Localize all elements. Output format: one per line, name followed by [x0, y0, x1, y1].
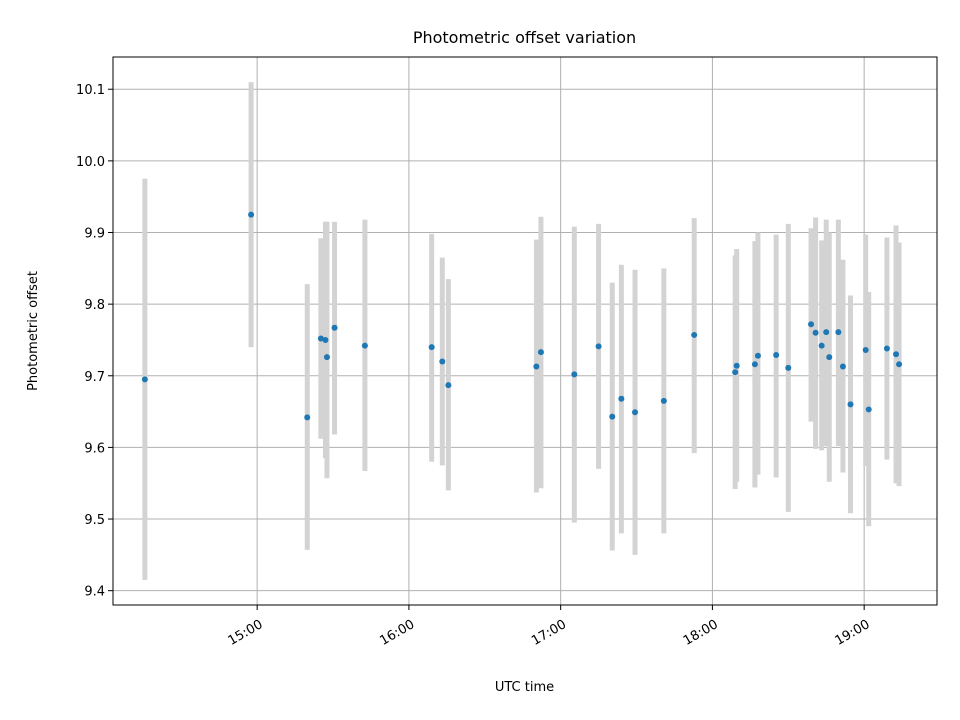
data-point	[141, 376, 148, 383]
data-point	[618, 395, 625, 402]
x-axis-label: UTC time	[495, 680, 554, 695]
data-point	[818, 342, 825, 349]
y-tick-label: 9.8	[84, 298, 105, 313]
data-point	[812, 329, 819, 336]
data-point	[322, 336, 329, 343]
y-axis-label: Photometric offset	[26, 271, 41, 391]
data-point	[361, 342, 368, 349]
data-point	[323, 354, 330, 361]
y-tick-label: 10.0	[76, 155, 105, 170]
plot-frame	[112, 56, 938, 606]
data-point	[691, 331, 698, 338]
data-point	[847, 401, 854, 408]
data-point	[609, 413, 616, 420]
grid	[113, 57, 937, 605]
data-point	[865, 406, 872, 413]
data-point	[862, 346, 869, 353]
data-point	[839, 363, 846, 370]
data-point	[754, 352, 761, 359]
data-point	[248, 211, 255, 218]
data-point	[823, 329, 830, 336]
y-tick-label: 9.9	[84, 227, 105, 242]
data-point	[533, 363, 540, 370]
y-tick-label: 9.5	[84, 513, 105, 528]
data-point	[445, 382, 452, 389]
data-point	[439, 358, 446, 365]
data-point	[732, 369, 739, 376]
y-tick-label: 9.7	[84, 370, 105, 385]
y-tick-label: 10.1	[76, 83, 105, 98]
y-tick-label: 9.4	[84, 585, 105, 600]
data-point	[733, 362, 740, 369]
data-point	[317, 335, 324, 342]
data-point	[893, 351, 900, 358]
y-axis-ticks: 9.4 9.5 9.6 9.7 9.8 9.9 10.0 10.1	[76, 83, 113, 600]
data-point	[826, 354, 833, 361]
data-point	[835, 329, 842, 336]
data-point	[537, 349, 544, 356]
data-point	[751, 361, 758, 368]
data-point	[785, 364, 792, 371]
data-point	[571, 371, 578, 378]
data-point	[660, 397, 667, 404]
data-point	[773, 351, 780, 358]
data-point	[304, 414, 311, 421]
data-point	[808, 321, 815, 328]
chart-title: Photometric offset variation	[413, 28, 636, 47]
data-point	[883, 345, 890, 352]
data-point	[632, 409, 639, 416]
y-tick-label: 9.6	[84, 441, 105, 456]
data-point	[331, 324, 338, 331]
data-point	[428, 344, 435, 351]
data-points	[141, 211, 903, 421]
data-point	[896, 361, 903, 368]
data-point	[595, 343, 602, 350]
